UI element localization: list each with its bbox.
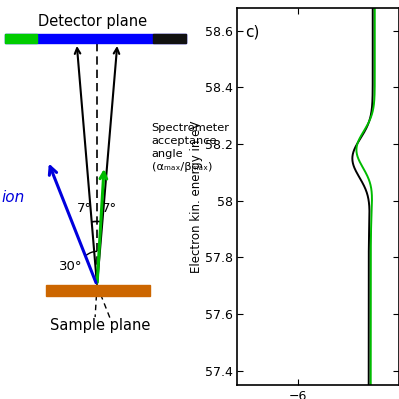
Y-axis label: Electron kin. energy in eV: Electron kin. energy in eV xyxy=(190,120,203,273)
Bar xyxy=(6,34,37,43)
Text: 7°: 7° xyxy=(102,202,117,215)
Bar xyxy=(46,285,150,296)
Text: 30°: 30° xyxy=(59,260,82,273)
Bar xyxy=(6,34,186,43)
Text: Sample plane: Sample plane xyxy=(49,318,150,334)
Text: 7°: 7° xyxy=(77,202,92,215)
Text: c): c) xyxy=(245,25,260,40)
Text: Detector plane: Detector plane xyxy=(38,14,148,29)
Text: Spectrometer
acceptance
angle
(αₘₐₓ/βₘₐₓ): Spectrometer acceptance angle (αₘₐₓ/βₘₐₓ… xyxy=(152,123,230,172)
Bar xyxy=(153,34,186,43)
Text: ion: ion xyxy=(1,190,25,205)
